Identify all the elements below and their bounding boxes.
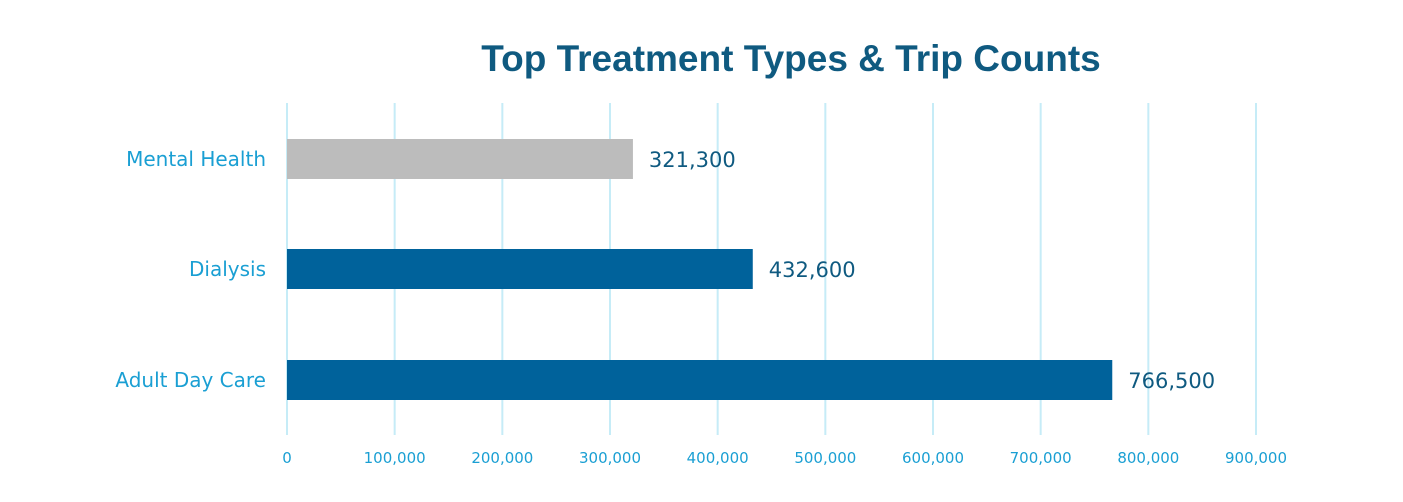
bars	[287, 139, 1113, 400]
bar	[287, 139, 633, 179]
x-tick-label: 800,000	[1117, 449, 1179, 467]
bar	[287, 360, 1113, 400]
x-tick-label: 700,000	[1010, 449, 1072, 467]
category-labels: Mental Health Dialysis Adult Day Care	[115, 147, 266, 392]
value-label: 766,500	[1128, 369, 1215, 393]
x-tick-label: 300,000	[579, 449, 641, 467]
x-tick-label: 400,000	[687, 449, 749, 467]
x-tick-label: 600,000	[902, 449, 964, 467]
value-label: 432,600	[769, 258, 856, 282]
value-labels: 321,300 432,600 766,500	[649, 148, 1215, 393]
x-tick-label: 900,000	[1225, 449, 1287, 467]
category-label: Mental Health	[126, 147, 266, 171]
x-tick-label: 100,000	[364, 449, 426, 467]
x-tick-label: 0	[282, 449, 292, 467]
x-axis-tick-labels: 0 100,000 200,000 300,000 400,000 500,000 600,…	[282, 449, 1287, 467]
chart-title: Top Treatment Types & Trip Counts	[481, 38, 1101, 79]
bar	[287, 249, 753, 289]
x-tick-label: 200,000	[471, 449, 533, 467]
category-label: Adult Day Care	[115, 368, 266, 392]
x-tick-label: 500,000	[794, 449, 856, 467]
category-label: Dialysis	[189, 257, 266, 281]
value-label: 321,300	[649, 148, 736, 172]
